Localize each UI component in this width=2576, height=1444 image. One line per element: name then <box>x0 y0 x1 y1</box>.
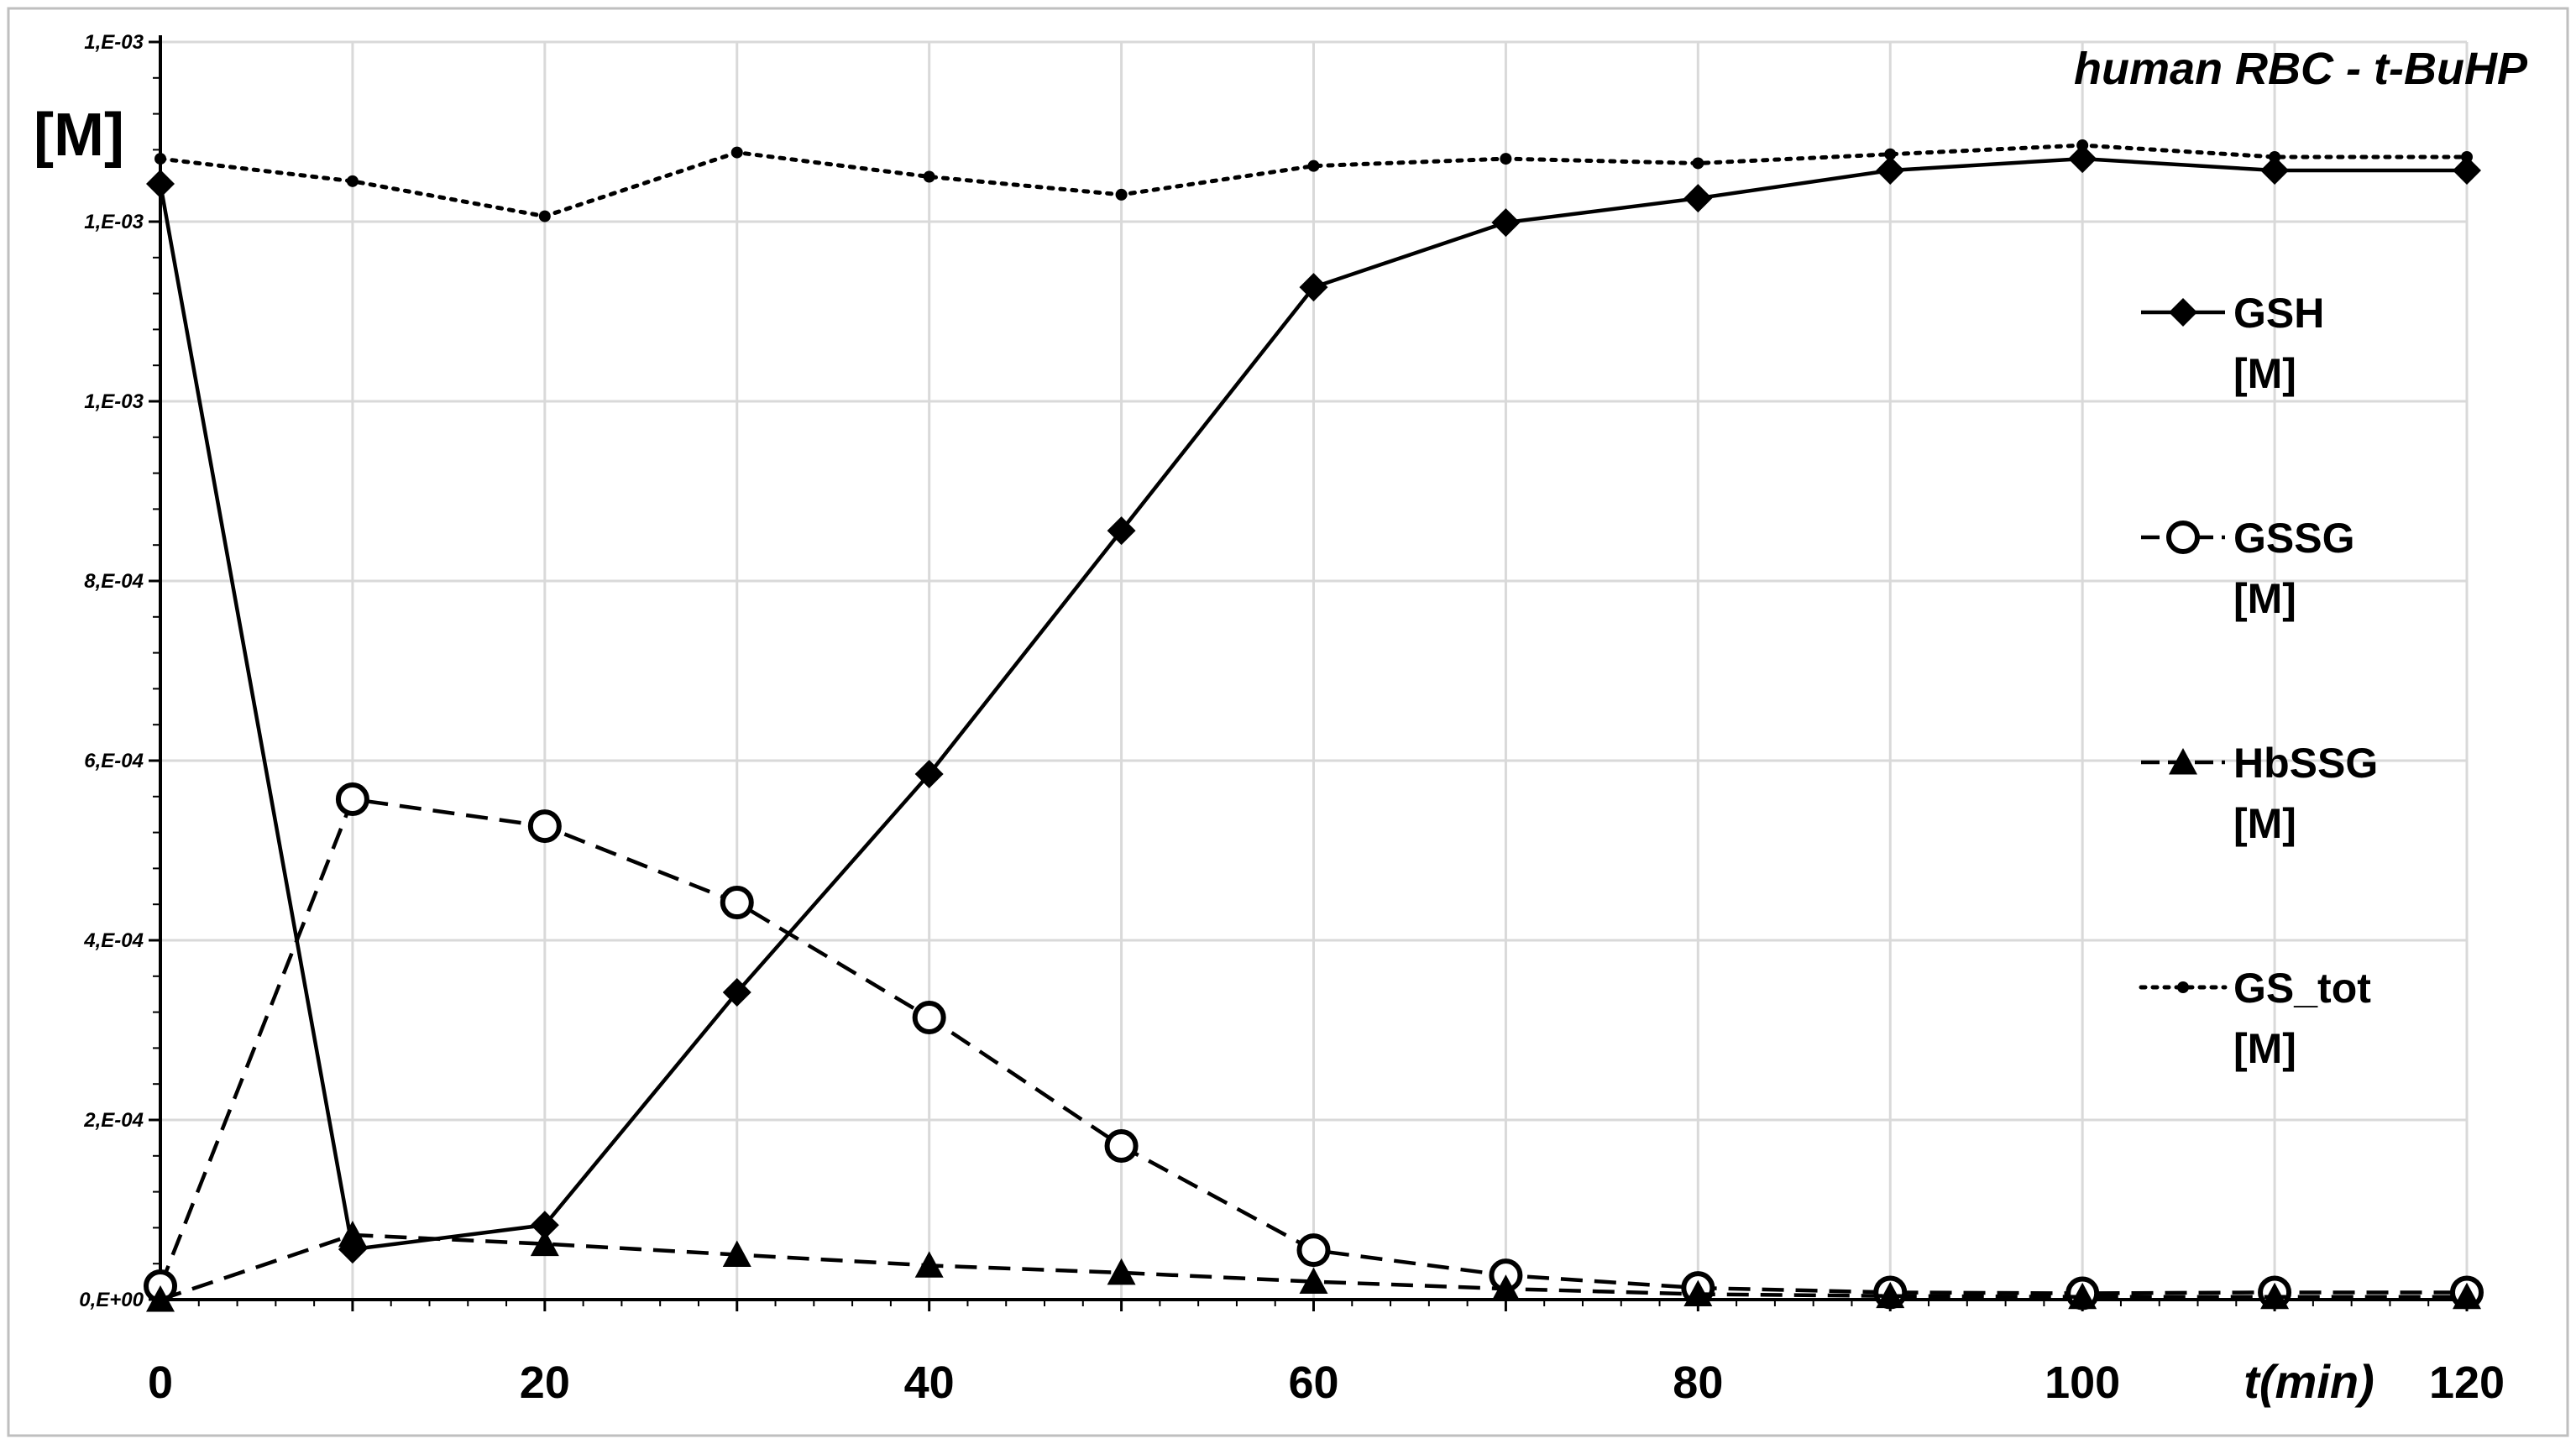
data-point-hbssg <box>1876 1281 1905 1309</box>
data-point-hbssg <box>2453 1282 2481 1310</box>
legend-marker-gssg <box>2166 521 2200 554</box>
data-point-gsh <box>2453 156 2481 186</box>
x-tick-label: 0 <box>148 1358 173 1408</box>
legend-unit-gsh: [M] <box>2233 350 2296 397</box>
data-point-hbssg <box>2068 1282 2097 1310</box>
data-point-gs-tot <box>1307 160 1320 172</box>
series-hbssg <box>146 1220 2481 1312</box>
data-point-hbssg <box>1491 1274 1521 1301</box>
x-tick-label: 40 <box>904 1358 955 1408</box>
data-point-gsh <box>530 1211 559 1240</box>
legend-entry-gssg: GSSG [M] <box>2141 515 2354 622</box>
data-point-gsh <box>914 760 944 789</box>
data-point-gs-tot <box>538 210 551 222</box>
y-tick-label: 8,E-04 <box>84 570 144 593</box>
labels: human RBC - t-BuHP [M] t(min) <box>34 44 2528 1408</box>
data-point-gssg <box>527 809 562 844</box>
data-point-gsh <box>1107 516 1136 546</box>
legend-entry-hbssg: HbSSG [M] <box>2141 740 2378 847</box>
data-point-hbssg <box>722 1240 751 1267</box>
data-point-gs-tot <box>1115 188 1128 201</box>
data-point-hbssg <box>2260 1282 2290 1310</box>
x-tick-label: 20 <box>520 1358 570 1408</box>
chart-title: human RBC - t-BuHP <box>2074 44 2528 94</box>
chart-border <box>7 7 2569 1437</box>
legend-marker-hbssg <box>2169 748 2197 775</box>
data-point-gssg <box>912 1001 946 1035</box>
legend-entry-gs-tot: GS_tot [M] <box>2139 965 2371 1072</box>
data-point-gsh <box>1683 184 1713 213</box>
legend-unit-gssg: [M] <box>2233 575 2296 622</box>
data-point-gs-tot <box>1692 157 1704 170</box>
y-axis-unit-label: [M] <box>34 102 124 169</box>
data-point-hbssg <box>530 1229 559 1257</box>
legend-label-gssg: GSSG <box>2233 515 2354 562</box>
data-point-gssg <box>1296 1233 1331 1268</box>
data-point-gs-tot <box>923 170 935 183</box>
data-point-gs-tot <box>154 153 166 165</box>
data-point-hbssg <box>1683 1279 1713 1307</box>
series-gsh <box>146 144 2481 1264</box>
y-tick-label: 6,E-04 <box>84 750 144 772</box>
data-point-gs-tot <box>1500 153 1512 165</box>
data-point-hbssg <box>1299 1267 1328 1295</box>
data-point-hbssg <box>914 1251 944 1278</box>
x-tick-label: 60 <box>1288 1358 1338 1408</box>
y-tick-label: 0,E+00 <box>79 1289 144 1311</box>
legend-label-gsh: GSH <box>2233 290 2324 337</box>
y-tick-label: 4,E-04 <box>83 929 144 952</box>
data-point-gsh <box>1299 273 1328 302</box>
data-point-gsh <box>1491 208 1521 238</box>
data-point-hbssg <box>338 1220 367 1248</box>
data-point-gsh <box>2260 156 2290 186</box>
data-point-gs-tot <box>346 175 359 187</box>
data-point-gsh <box>146 170 175 199</box>
x-tick-label: 120 <box>2429 1358 2505 1408</box>
legend-unit-gs-tot: [M] <box>2233 1025 2296 1072</box>
x-tick-label: 80 <box>1673 1358 1723 1408</box>
legend: GSH [M] GSSG [M] HbSSG [M] GS_tot [M] <box>2139 290 2378 1072</box>
data-point-hbssg <box>1107 1258 1136 1285</box>
legend-marker-gs-tot <box>2177 981 2189 993</box>
data-point-hbssg <box>146 1285 175 1312</box>
data-point-gsh <box>2068 144 2097 174</box>
data-point-gssg <box>1104 1129 1139 1164</box>
y-tick-label: 1,E-03 <box>84 211 144 233</box>
data-point-gssg <box>335 782 369 817</box>
legend-label-hbssg: HbSSG <box>2233 740 2378 787</box>
legend-label-gs-tot: GS_tot <box>2233 965 2371 1012</box>
data-point-gs-tot <box>1884 148 1897 160</box>
data-point-gsh <box>722 978 751 1007</box>
x-tick-label: 100 <box>2045 1358 2120 1408</box>
legend-marker-gsh <box>2169 298 2197 327</box>
data-point-gsh <box>1876 156 1905 186</box>
y-tick-label: 2,E-04 <box>83 1109 144 1132</box>
y-tick-label: 1,E-03 <box>84 390 144 413</box>
data-point-gs-tot <box>730 146 743 159</box>
legend-entry-gsh: GSH [M] <box>2141 290 2324 397</box>
data-point-gssg <box>720 886 754 920</box>
legend-unit-hbssg: [M] <box>2233 800 2296 847</box>
series-group <box>144 139 2484 1312</box>
x-axis-label: t(min) <box>2244 1355 2374 1408</box>
y-tick-label: 1,E-03 <box>84 31 144 54</box>
